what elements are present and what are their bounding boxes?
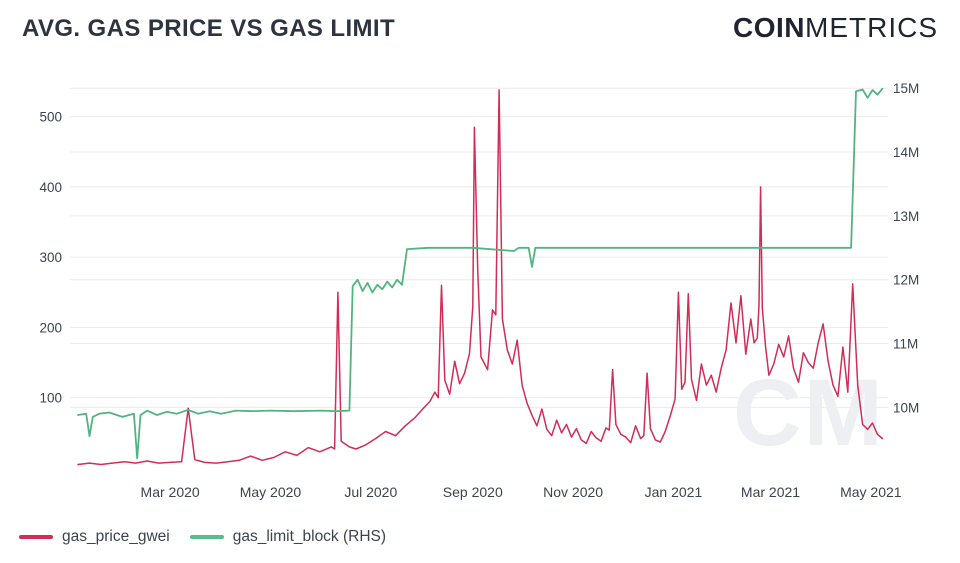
y-left-tick-label: 200 (39, 320, 62, 335)
y-left-tick-label: 300 (39, 250, 62, 265)
gas-limit-swatch-icon (189, 535, 224, 539)
coinmetrics-logo: COINMETRICS (733, 12, 938, 44)
legend: gas_price_gwei gas_limit_block (RHS) (19, 528, 386, 546)
cm-watermark: CM (733, 360, 885, 466)
legend-label-gas-limit: gas_limit_block (RHS) (232, 528, 387, 545)
x-tick-label: Jan 2021 (645, 484, 703, 500)
gas-price-swatch-icon (19, 535, 53, 539)
series-gas-limit-line (77, 87, 884, 460)
legend-item-gas-price[interactable]: gas_price_gwei (19, 528, 170, 546)
chart-plot-area: 100 200 300 400 500 10M 11M 12M 13M 14M 15M CM Mar 2… (39, 81, 919, 500)
x-tick-label: Sep 2020 (443, 484, 503, 500)
legend-item-gas-limit[interactable]: gas_limit_block (RHS) (189, 528, 387, 546)
y-right-tick-label: 14M (893, 145, 919, 160)
y-left-tick-label: 100 (39, 391, 62, 406)
x-tick-label: Nov 2020 (543, 484, 603, 500)
y-left-tick-label: 400 (39, 180, 62, 195)
x-tick-label: Jul 2020 (344, 484, 397, 500)
logo-coin: COIN (733, 12, 805, 43)
y-left-tick-label: 500 (39, 110, 62, 125)
legend-label-gas-price: gas_price_gwei (62, 528, 170, 545)
y-right-tick-label: 15M (893, 81, 919, 96)
chart-title: AVG. GAS PRICE VS GAS LIMIT (22, 15, 396, 42)
x-tick-label: Mar 2020 (141, 484, 200, 500)
y-right-tick-label: 13M (893, 209, 919, 224)
y-right-tick-label: 11M (893, 337, 918, 352)
logo-metrics: METRICS (805, 12, 938, 43)
y-right-tick-label: 10M (893, 400, 919, 415)
series-gas-price-line (77, 89, 884, 466)
x-tick-label: May 2021 (840, 484, 902, 500)
x-tick-label: May 2020 (240, 484, 302, 500)
x-tick-label: Mar 2021 (741, 484, 800, 500)
header: AVG. GAS PRICE VS GAS LIMIT COINMETRICS (22, 12, 938, 44)
y-right-tick-label: 12M (893, 273, 919, 288)
